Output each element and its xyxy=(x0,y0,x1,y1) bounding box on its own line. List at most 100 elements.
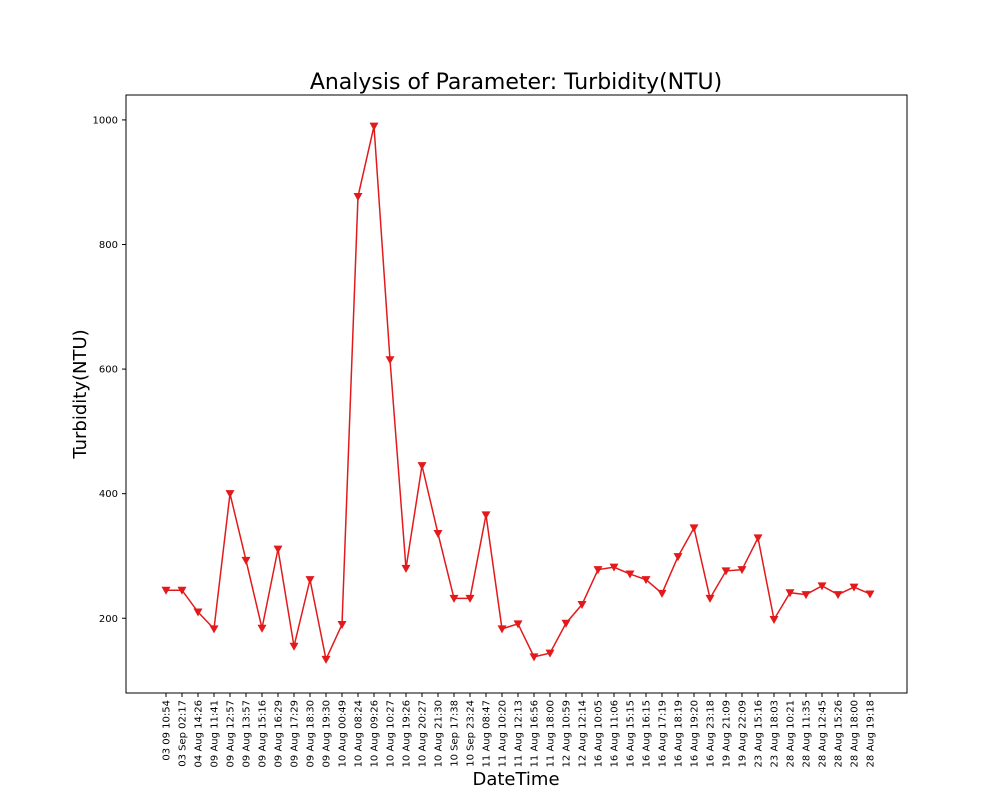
data-point-marker xyxy=(577,601,587,610)
data-point-marker xyxy=(513,620,523,629)
x-tick-label: 10 Aug 00:49 xyxy=(338,700,349,767)
x-tick-label: 11 Aug 16:56 xyxy=(530,700,541,767)
y-tick-label: 200 xyxy=(99,614,118,625)
x-tick-label: 09 Aug 16:29 xyxy=(274,700,285,767)
x-tick-label: 11 Aug 10:20 xyxy=(498,700,509,767)
data-point-marker xyxy=(401,564,411,573)
y-tick-label: 400 xyxy=(99,489,118,500)
x-tick-label: 10 Sep 23:24 xyxy=(466,700,477,767)
data-point-marker xyxy=(225,490,235,499)
x-tick-label: 16 Aug 16:15 xyxy=(642,700,653,767)
data-point-marker xyxy=(193,608,203,617)
x-tick-label: 10 Aug 09:26 xyxy=(370,700,381,767)
y-axis-label: Turbidity(NTU) xyxy=(70,329,91,459)
data-point-marker xyxy=(785,589,795,598)
x-tick-label: 16 Aug 18:19 xyxy=(674,700,685,767)
x-tick-label: 19 Aug 21:09 xyxy=(722,700,733,767)
data-point-marker xyxy=(753,534,763,543)
x-tick-label: 10 Aug 21:30 xyxy=(434,700,445,767)
data-point-marker xyxy=(641,576,651,585)
data-point-marker xyxy=(417,462,427,471)
x-tick-label: 16 Aug 15:15 xyxy=(626,700,637,767)
data-point-marker xyxy=(289,642,299,651)
x-tick-label: 09 Aug 11:41 xyxy=(210,700,221,767)
data-point-marker xyxy=(625,570,635,579)
data-point-marker xyxy=(817,582,827,591)
x-tick-label: 28 Aug 12:45 xyxy=(818,700,829,767)
data-point-marker xyxy=(833,591,843,600)
data-point-marker xyxy=(657,589,667,598)
data-point-marker xyxy=(609,563,619,572)
x-tick-label: 28 Aug 18:00 xyxy=(850,700,861,767)
x-tick-label: 23 Aug 18:03 xyxy=(770,700,781,767)
x-tick-label: 03 09 10:54 xyxy=(162,700,173,761)
data-point-marker xyxy=(705,594,715,603)
x-tick-label: 09 Aug 13:57 xyxy=(242,700,253,767)
data-point-marker xyxy=(305,576,315,585)
x-tick-label: 10 Aug 19:26 xyxy=(402,700,413,767)
x-tick-label: 28 Aug 15:26 xyxy=(834,700,845,767)
data-point-marker xyxy=(497,625,507,634)
data-point-marker xyxy=(721,567,731,576)
x-tick-label: 12 Aug 12:14 xyxy=(578,700,589,767)
data-point-marker xyxy=(369,122,379,131)
x-tick-label: 10 Aug 08:24 xyxy=(354,700,365,767)
data-point-marker xyxy=(385,356,395,365)
data-point-marker xyxy=(737,566,747,575)
x-tick-label: 03 Sep 02:17 xyxy=(178,700,189,767)
x-tick-label: 10 Aug 10:27 xyxy=(386,700,397,767)
data-point-marker xyxy=(337,620,347,629)
data-point-marker xyxy=(161,586,171,595)
x-tick-label: 11 Aug 12:13 xyxy=(514,700,525,767)
data-point-marker xyxy=(689,524,699,533)
x-tick-label: 16 Aug 23:18 xyxy=(706,700,717,767)
data-point-marker xyxy=(481,511,491,520)
x-tick-label: 16 Aug 19:20 xyxy=(690,700,701,767)
y-tick-label: 1000 xyxy=(93,115,118,126)
series-markers xyxy=(161,122,875,664)
x-tick-label: 16 Aug 10:05 xyxy=(594,700,605,767)
x-tick-label: 16 Aug 17:19 xyxy=(658,700,669,767)
data-point-marker xyxy=(321,655,331,664)
y-tick-label: 800 xyxy=(99,240,118,251)
x-tick-label: 09 Aug 19:30 xyxy=(322,700,333,767)
data-point-marker xyxy=(593,566,603,575)
x-tick-label: 11 Aug 08:47 xyxy=(482,700,493,767)
x-tick-label: 11 Aug 18:00 xyxy=(546,700,557,767)
x-tick-label: 19 Aug 22:09 xyxy=(738,700,749,767)
chart-title: Analysis of Parameter: Turbidity(NTU) xyxy=(310,70,722,95)
x-tick-label: 10 Aug 20:27 xyxy=(418,700,429,767)
x-tick-label: 28 Aug 19:18 xyxy=(866,700,877,767)
data-point-marker xyxy=(673,553,683,562)
data-point-marker xyxy=(257,624,267,633)
plot-area-frame xyxy=(125,94,908,694)
x-tick-label: 28 Aug 10:21 xyxy=(786,700,797,767)
data-point-marker xyxy=(241,556,251,565)
data-point-marker xyxy=(353,193,363,202)
data-point-marker xyxy=(801,591,811,600)
x-tick-label: 23 Aug 15:16 xyxy=(754,700,765,767)
data-point-marker xyxy=(545,649,555,658)
x-tick-label: 09 Aug 15:16 xyxy=(258,700,269,767)
x-tick-label: 09 Aug 18:30 xyxy=(306,700,317,767)
data-point-marker xyxy=(865,590,875,599)
x-tick-label: 16 Aug 11:06 xyxy=(610,700,621,767)
x-axis-label: DateTime xyxy=(472,769,559,790)
series-line xyxy=(166,125,871,662)
x-tick-label: 28 Aug 11:35 xyxy=(802,700,813,767)
data-point-marker xyxy=(273,545,283,554)
data-point-marker xyxy=(561,619,571,628)
x-tick-label: 09 Aug 17:29 xyxy=(290,700,301,767)
data-point-marker xyxy=(177,586,187,595)
x-tick-label: 10 Sep 17:38 xyxy=(450,700,461,767)
data-point-marker xyxy=(209,625,219,634)
data-point-marker xyxy=(449,594,459,603)
y-tick-label: 600 xyxy=(99,365,118,376)
data-point-marker xyxy=(769,615,779,624)
data-point-marker xyxy=(849,583,859,592)
x-tick-label: 12 Aug 10:59 xyxy=(562,700,573,767)
data-point-marker xyxy=(529,653,539,662)
x-tick-label: 04 Aug 14:26 xyxy=(194,700,205,767)
y-axis: 200 400 600 800 1000 xyxy=(93,115,126,625)
